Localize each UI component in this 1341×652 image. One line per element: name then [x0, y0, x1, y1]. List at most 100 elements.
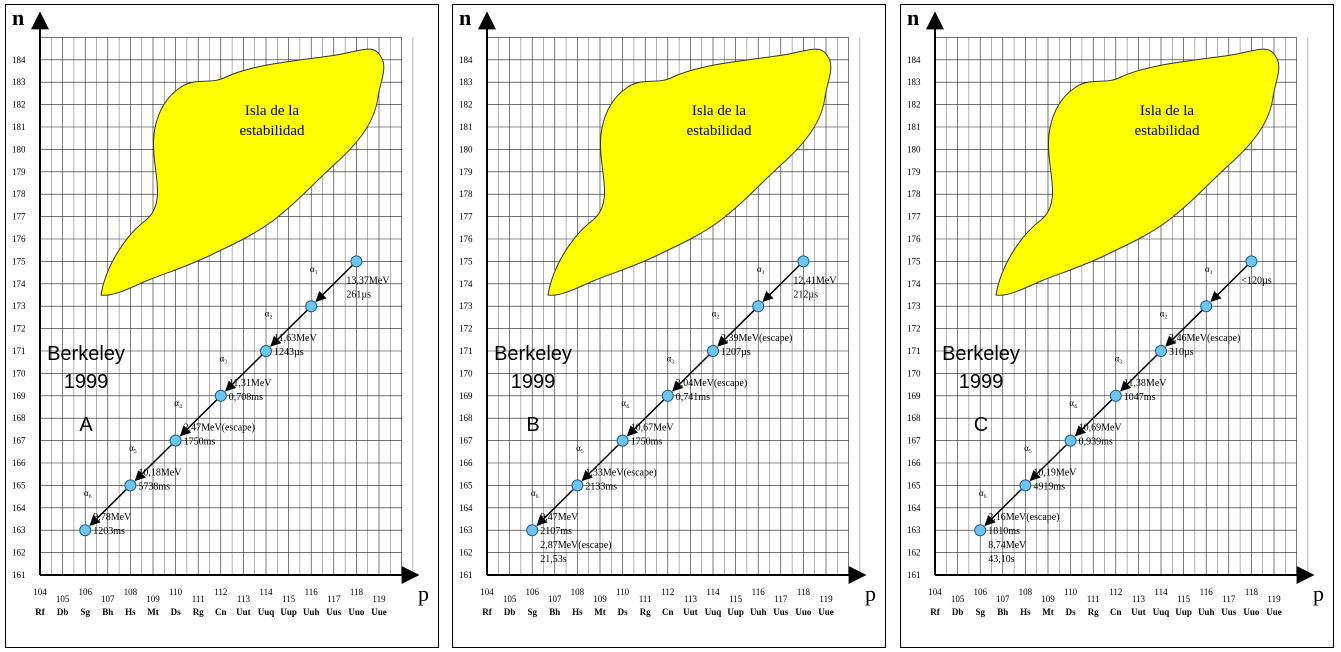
element-symbol: Rf: [35, 607, 45, 617]
nuclide-node: [351, 256, 362, 267]
p-tick-label: 108: [124, 587, 138, 597]
element-symbol: Sg: [527, 607, 537, 617]
p-tick-label: 115: [729, 594, 743, 604]
nuclide-node: [1156, 346, 1167, 357]
decay-energy: 12,41MeV: [793, 275, 837, 286]
p-tick-label: 114: [259, 587, 273, 597]
decay-time: 1243µs: [274, 347, 304, 358]
p-tick-label: 118: [1245, 587, 1259, 597]
n-axis-label: n: [459, 5, 471, 30]
element-symbol: Rg: [1088, 607, 1099, 617]
element-symbol: Cn: [215, 607, 227, 617]
element-symbol: Uue: [1266, 607, 1282, 617]
nuclide-node: [798, 256, 809, 267]
element-symbol: Uuh: [1198, 607, 1215, 617]
element-symbol: Db: [952, 607, 964, 617]
p-tick-label: 116: [752, 587, 766, 597]
alpha-label: α₄: [174, 398, 182, 408]
experiment-year: 1999: [511, 371, 556, 393]
decay-time: 0,939ms: [1079, 437, 1113, 448]
nuclide-node: [80, 525, 91, 536]
decay-energy: 9,78MeV: [93, 512, 132, 523]
n-tick-label: 167: [907, 436, 921, 446]
p-tick-label: 112: [214, 587, 227, 597]
island-label-line1: Isla de la: [245, 103, 299, 119]
n-tick-label: 165: [459, 480, 473, 490]
n-tick-label: 166: [459, 458, 473, 468]
alpha-label: α₃: [1114, 353, 1122, 363]
decay-time: 0,741ms: [676, 392, 710, 403]
n-tick-label: 161: [12, 570, 26, 580]
n-tick-label: 179: [12, 167, 26, 177]
panel-a: n p 161 162 163 164 165 166 167 168 169 170 171 172 17…: [5, 4, 439, 648]
panel-c: n p 161 162 163 164 165 166 167 168 169 170 171 172 17…: [900, 4, 1334, 648]
element-symbol: Rf: [482, 607, 492, 617]
decay-energy: 10,67MeV: [631, 423, 675, 434]
experiment-variant: B: [526, 414, 539, 436]
p-tick-label: 117: [327, 594, 341, 604]
experiment-title: Berkeley: [942, 343, 1020, 365]
n-tick-label: 180: [459, 144, 473, 154]
n-tick-label: 175: [12, 256, 26, 266]
p-tick-label: 111: [1087, 594, 1100, 604]
decay-energy: 2,16MeV(escape): [988, 512, 1059, 523]
decay-energy: 11,31MeV: [229, 378, 272, 389]
island-label-line2: estabilidad: [1135, 123, 1200, 139]
decay-energy: 9,47MeV: [540, 512, 579, 523]
n-tick-label: 166: [12, 458, 26, 468]
decay-time: 1750ms: [631, 437, 663, 448]
p-tick-label: 107: [101, 594, 115, 604]
n-tick-label: 171: [12, 346, 26, 356]
n-tick-label: 181: [459, 122, 473, 132]
p-tick-label: 119: [1267, 594, 1281, 604]
decay-time: 261µs: [346, 289, 371, 300]
p-tick-label: 109: [593, 594, 607, 604]
nuclide-node: [261, 346, 272, 357]
element-symbol: Mt: [147, 607, 159, 617]
element-symbol: Uus: [773, 607, 789, 617]
alpha-label: α₄: [1069, 398, 1077, 408]
alpha-label: α₂: [712, 309, 720, 319]
decay-time: 1207µs: [721, 347, 751, 358]
element-symbol: Mt: [1042, 607, 1054, 617]
element-symbol: Rg: [640, 607, 651, 617]
alpha-label: α₁: [757, 264, 765, 274]
n-tick-label: 166: [907, 458, 921, 468]
p-tick-label: 118: [797, 587, 811, 597]
decay-energy: 3,46MeV(escape): [1169, 333, 1240, 344]
element-symbol: Uut: [683, 607, 698, 617]
island-label-line2: estabilidad: [687, 123, 752, 139]
nuclide-node: [708, 346, 719, 357]
element-symbol: Rg: [193, 607, 204, 617]
decay-time: 310µs: [1169, 347, 1194, 358]
decay-energy: 10,69MeV: [1079, 423, 1123, 434]
element-symbol: Cn: [662, 607, 674, 617]
element-symbol: Db: [504, 607, 516, 617]
p-tick-label: 119: [372, 594, 386, 604]
n-tick-label: 172: [12, 324, 26, 334]
n-tick-label: 172: [459, 324, 473, 334]
n-tick-label: 182: [12, 100, 26, 110]
experiment-year: 1999: [959, 371, 1004, 393]
p-tick-label: 112: [661, 587, 674, 597]
decay-energy: 2,47MeV(escape): [184, 423, 255, 434]
n-tick-label: 169: [12, 391, 26, 401]
n-tick-label: 162: [459, 548, 473, 558]
p-tick-label: 106: [973, 587, 987, 597]
element-symbol: Uut: [236, 607, 251, 617]
element-symbol: Ds: [171, 607, 181, 617]
n-tick-label: 176: [907, 234, 921, 244]
experiment-year: 1999: [64, 371, 109, 393]
island-of-stability: [996, 49, 1279, 295]
element-symbol: Uuo: [1243, 607, 1260, 617]
p-tick-label: 114: [706, 587, 720, 597]
n-tick-label: 173: [12, 301, 26, 311]
element-symbol: Rf: [930, 607, 940, 617]
alpha-label: α₆: [979, 488, 987, 498]
decay-energy: 1,33MeV(escape): [585, 467, 656, 478]
n-tick-label: 167: [12, 436, 26, 446]
nuclide-node: [572, 480, 583, 491]
p-tick-label: 119: [819, 594, 833, 604]
n-tick-label: 179: [907, 167, 921, 177]
element-symbol: Ds: [618, 607, 628, 617]
